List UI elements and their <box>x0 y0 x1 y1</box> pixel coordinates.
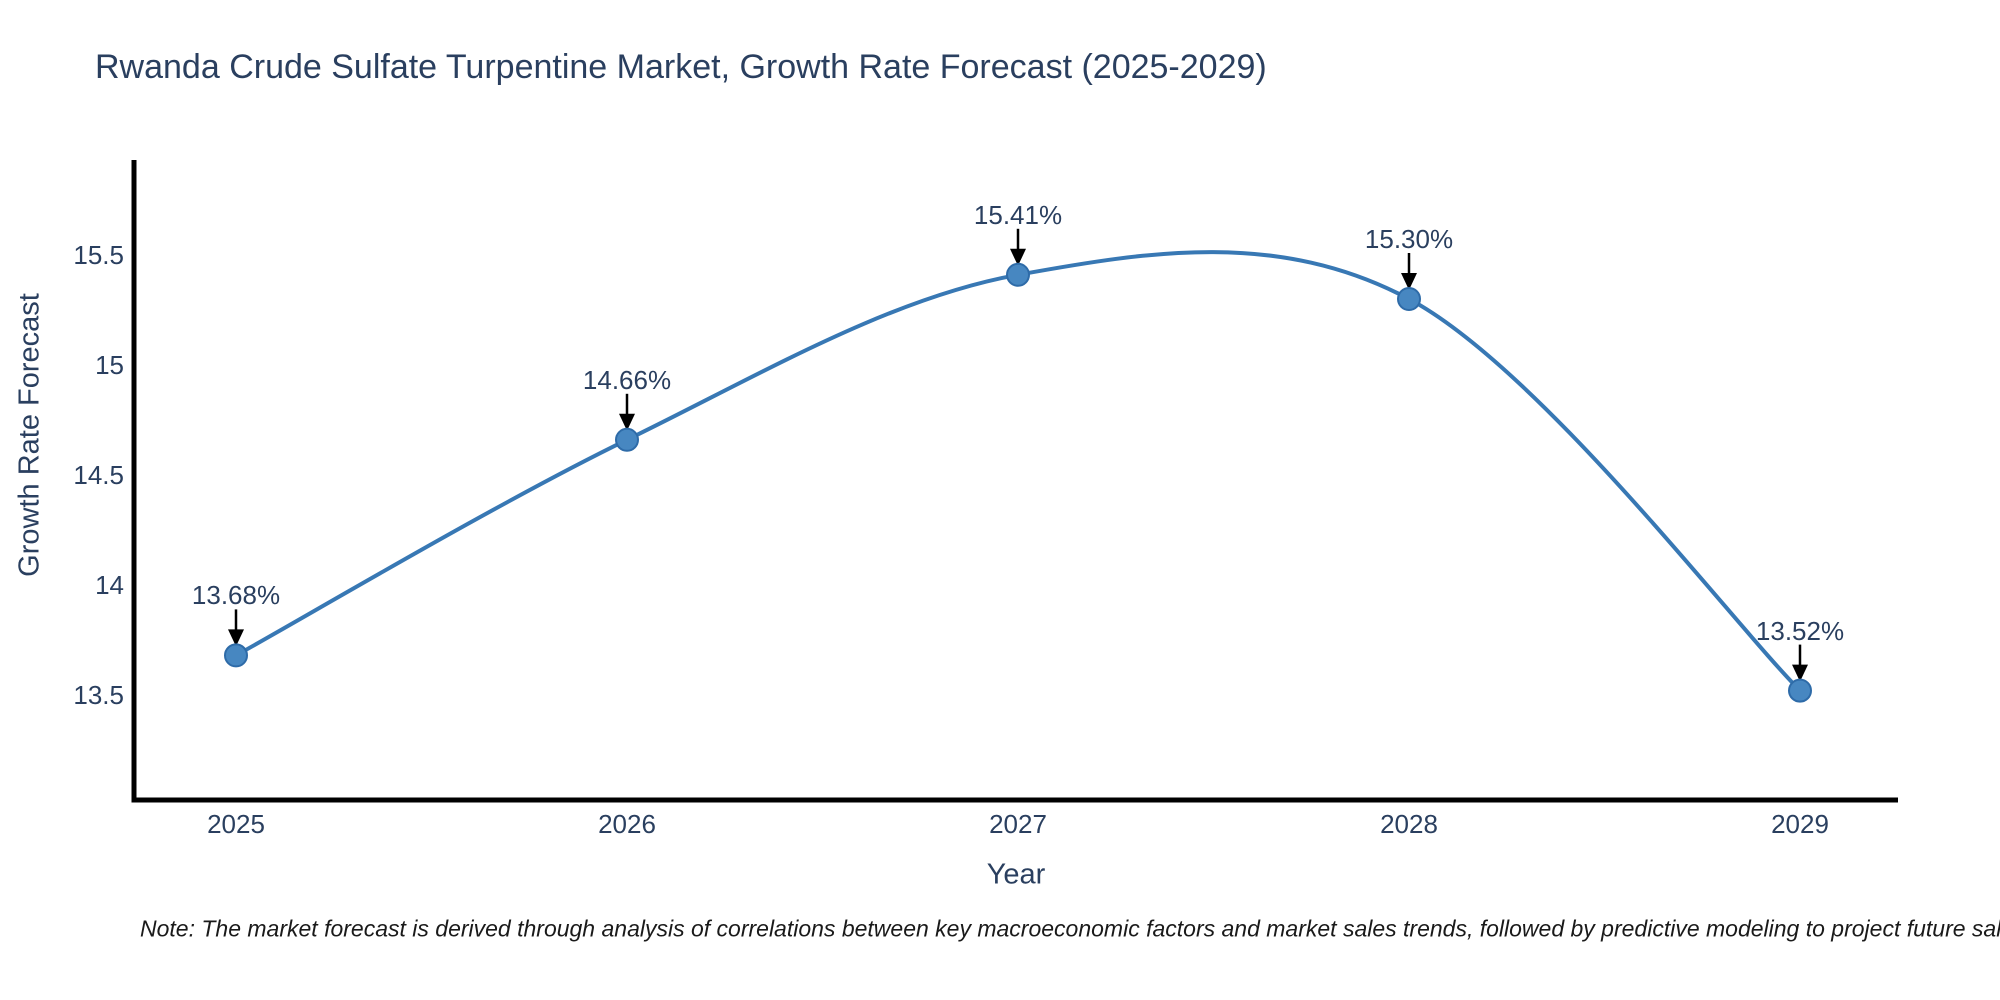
footnote: Note: The market forecast is derived thr… <box>140 915 2000 942</box>
x-tick-label: 2029 <box>1771 809 1829 839</box>
y-tick-label: 14 <box>95 570 124 600</box>
annotation-arrowhead <box>1401 273 1417 290</box>
data-point-annotation: 15.30% <box>1364 224 1454 254</box>
data-point-marker[interactable] <box>224 643 248 668</box>
y-tick-label: 15.5 <box>73 240 124 270</box>
data-point-annotation: 15.41% <box>973 199 1063 230</box>
x-axis-title: Year <box>986 858 1046 891</box>
data-point-annotation: 13.52% <box>1755 615 1845 646</box>
trend-line <box>234 250 1802 693</box>
x-tick-label: 2025 <box>207 809 265 839</box>
annotation-arrowhead <box>619 413 635 431</box>
annotation-arrowhead <box>1010 248 1026 266</box>
x-tick-label: 2026 <box>598 809 656 839</box>
data-point-marker[interactable] <box>1788 678 1812 703</box>
data-point-marker[interactable] <box>615 427 639 452</box>
chart-title: Rwanda Crude Sulfate Turpentine Market, … <box>95 48 1267 86</box>
y-tick-label: 15 <box>95 350 124 380</box>
x-tick-label: 2027 <box>989 809 1047 839</box>
data-point-annotation: 13.68% <box>191 580 281 611</box>
data-point-marker[interactable] <box>1006 262 1030 287</box>
y-tick-label: 13.5 <box>73 680 124 710</box>
annotation-arrowhead <box>1792 664 1808 682</box>
x-tick-label: 2028 <box>1380 809 1438 839</box>
data-point-annotation: 14.66% <box>582 364 672 395</box>
data-point-marker[interactable] <box>1397 287 1421 311</box>
y-tick-label: 14.5 <box>73 460 124 490</box>
annotation-arrowhead <box>228 629 244 647</box>
